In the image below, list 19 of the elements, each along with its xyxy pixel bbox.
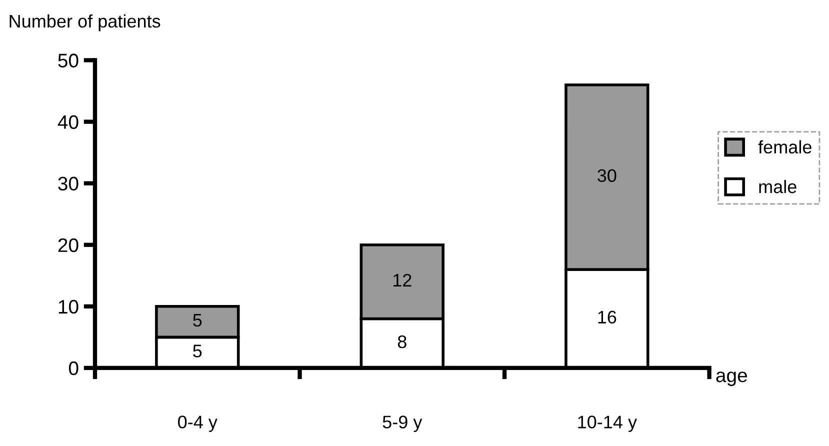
y-tick-label: 20 — [58, 238, 78, 252]
data-label: 30 — [598, 169, 616, 182]
x-axis-title: age — [716, 372, 748, 386]
x-tick-label: 0-4 y — [178, 416, 218, 432]
data-label: 16 — [598, 310, 616, 324]
data-label: 5 — [193, 314, 202, 327]
x-tick-label: 10-14 y — [578, 416, 637, 432]
data-label: 8 — [398, 335, 406, 348]
y-axis-title: Number of patients — [10, 14, 160, 32]
x-tick-label: 5-9 y — [382, 416, 422, 432]
y-tick-label: 40 — [58, 115, 78, 129]
data-label: 12 — [393, 274, 412, 286]
legend-label: male — [759, 180, 796, 194]
y-tick-label: 50 — [58, 54, 78, 68]
legend-label: female — [758, 140, 812, 154]
y-tick-label: 30 — [58, 176, 78, 191]
y-tick-label: 0 — [68, 361, 78, 376]
y-tick-label: 10 — [58, 300, 78, 314]
data-label: 5 — [193, 344, 202, 358]
